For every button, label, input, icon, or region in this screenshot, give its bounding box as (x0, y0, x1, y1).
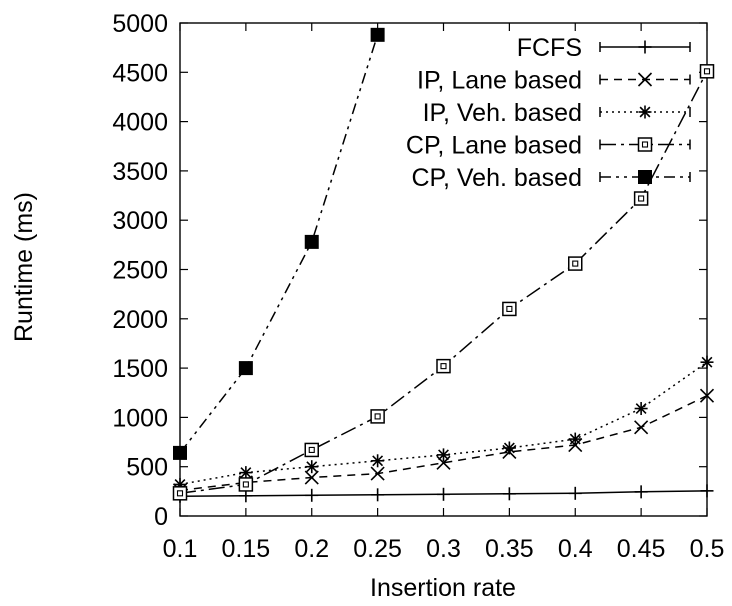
series-cp-veh-based (173, 27, 385, 460)
data-point-fcfs (371, 488, 385, 502)
y-tick-label: 3500 (112, 158, 168, 186)
data-point-ip-lane-based (370, 466, 385, 481)
data-point-cp-lane-based (304, 442, 319, 458)
data-point-ip-lane-based (699, 388, 715, 403)
x-tick-label: 0.15 (222, 535, 271, 563)
y-axis-title: Runtime (ms) (10, 192, 38, 342)
series-fcfs (173, 484, 714, 503)
data-point-ip-veh-based (371, 454, 385, 468)
series-line-cp-veh-based (179, 34, 379, 454)
data-point-ip-veh-based (700, 355, 714, 369)
plot-frame (179, 22, 708, 517)
data-point-cp-lane-based (172, 486, 188, 501)
y-tick-label: 2500 (112, 257, 168, 285)
data-point-ip-lane-based (634, 420, 649, 435)
y-tick-label: 4000 (112, 109, 168, 137)
data-point-ip-lane-based (304, 470, 319, 485)
series-line-ip-veh-based (179, 361, 708, 486)
data-point-cp-lane-based (238, 477, 254, 492)
legend-item-ip-lane-based: IP, Lane based (417, 67, 691, 95)
legend-item-cp-veh-based: CP, Veh. based (411, 164, 691, 192)
series-ip-veh-based (173, 355, 714, 491)
y-tick-label: 1500 (112, 355, 168, 383)
series-layer (172, 27, 715, 503)
series-line-ip-lane-based (179, 395, 708, 492)
data-point-fcfs (700, 484, 714, 498)
data-point-ip-veh-based (568, 432, 582, 446)
legend-marker (638, 105, 652, 119)
data-point-fcfs (634, 485, 648, 499)
x-tick-label: 0.1 (163, 535, 198, 563)
y-tick-label: 3000 (112, 207, 168, 235)
data-point-cp-veh-based (304, 234, 319, 249)
data-point-cp-veh-based (173, 445, 187, 460)
legend-item-fcfs: FCFS (517, 34, 691, 62)
legend-label: FCFS (517, 34, 582, 62)
y-tick-label: 0 (154, 503, 168, 531)
legend-label: IP, Lane based (417, 67, 582, 95)
data-point-ip-veh-based (239, 466, 253, 480)
data-point-fcfs (568, 486, 582, 500)
x-tick-label: 0.3 (426, 535, 461, 563)
x-tick-label: 0.4 (558, 535, 593, 563)
data-point-ip-veh-based (502, 441, 516, 455)
legend-marker (638, 170, 652, 184)
y-tick-label: 5000 (112, 10, 168, 38)
data-point-fcfs (437, 487, 450, 501)
y-tick-label: 500 (126, 454, 168, 482)
data-point-cp-lane-based (370, 409, 385, 424)
legend: FCFS IP, Lane based IP, Veh. based CP, Lane… (406, 34, 691, 192)
x-tick-label: 0.5 (690, 535, 725, 563)
data-point-fcfs (502, 487, 516, 501)
legend-marker (638, 40, 652, 54)
series-ip-lane-based (172, 388, 715, 498)
y-tick-label: 2000 (112, 306, 168, 334)
data-point-cp-lane-based (568, 256, 583, 271)
legend-label: IP, Veh. based (423, 99, 582, 127)
legend-item-cp-lane-based: CP, Lane based (406, 132, 691, 160)
x-tick-label: 0.2 (294, 535, 329, 563)
legend-item-ip-veh-based: IP, Veh. based (423, 99, 691, 127)
y-tick-label: 4500 (112, 59, 168, 87)
data-point-fcfs (305, 488, 319, 502)
data-point-ip-veh-based (437, 448, 450, 462)
plot-border (179, 22, 708, 517)
legend-label: CP, Lane based (406, 132, 582, 160)
axis-ticks: 0.1 0.15 0.2 0.25 0.3 0.35 0.4 0.45 0.5 0 500 1000 1… (112, 10, 724, 563)
x-tick-label: 0.25 (353, 535, 402, 563)
x-tick-label: 0.45 (617, 535, 666, 563)
data-point-ip-veh-based (634, 402, 648, 416)
legend-label: CP, Veh. based (411, 164, 582, 192)
y-tick-label: 1000 (112, 404, 168, 432)
data-point-cp-veh-based (370, 27, 385, 42)
data-point-cp-lane-based (699, 64, 715, 79)
legend-marker (637, 72, 653, 87)
x-tick-label: 0.35 (485, 535, 534, 563)
legend-marker (637, 137, 653, 152)
data-point-cp-lane-based (436, 358, 451, 374)
data-point-ip-veh-based (305, 460, 319, 474)
x-axis-title: Insertion rate (370, 574, 516, 602)
data-point-cp-lane-based (502, 301, 517, 317)
data-point-cp-lane-based (633, 191, 649, 206)
series-cp-lane-based (172, 64, 715, 501)
data-point-cp-veh-based (238, 361, 253, 376)
